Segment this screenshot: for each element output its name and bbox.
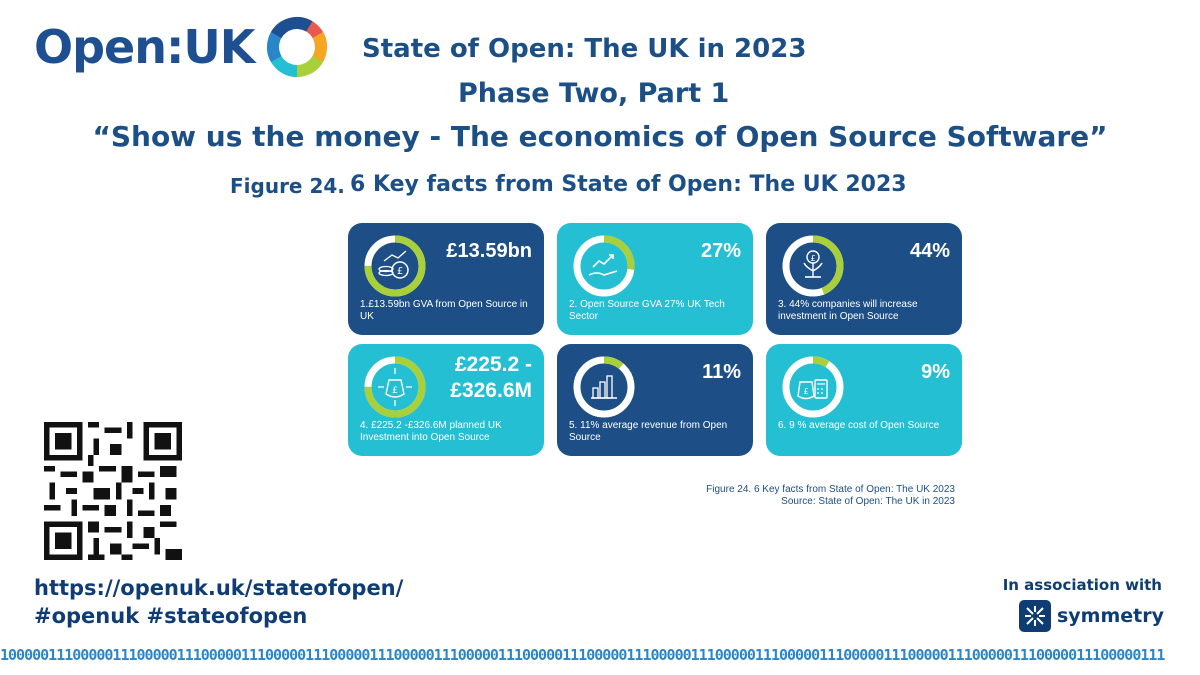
fact-value: £225.2 - £326.6M [450,352,532,404]
fact-description: 2. Open Source GVA 27% UK Tech Sector [569,299,725,322]
caption-source: Source: State of Open: The UK in 2023 [781,496,955,507]
fact-value-line-1: £225.2 - [454,353,532,376]
fact-value: 9% [921,361,950,383]
fact-card-4: £ £225.2 - £326.6M 4. £225.2 -£326.6M pl… [348,344,544,456]
openuk-ring-icon [267,17,328,77]
caption-line-1: Figure 24. 6 Key facts from State of Ope… [706,484,955,495]
progress-arc [364,356,426,418]
partner-name: symmetry [1056,605,1164,627]
coins-pound-icon: £ [364,235,426,297]
growth-hand-icon [573,235,635,297]
report-title: State of Open: The UK in 2023 [362,34,807,64]
fact-description: 5. 11% average revenue from Open Source [569,420,728,443]
symmetry-logo: symmetry [1018,600,1164,632]
svg-text:£: £ [803,387,808,396]
fact-value: £13.59bn [446,240,532,262]
figure-title: 6 Key facts from State of Open: The UK 2… [350,172,907,197]
fact-value-line-2: £326.6M [450,379,532,402]
logo-text: Open:UK [34,20,255,74]
svg-text:£: £ [392,386,398,396]
fact-description: 6. 9 % average cost of Open Source [778,420,940,431]
svg-text:£: £ [397,266,403,277]
figure-number: Figure 24. [230,174,345,198]
calculator-bag-icon: £ [782,356,844,418]
svg-text:£: £ [810,254,815,263]
figure-caption: Figure 24. 6 Key facts from State of Ope… [706,484,955,508]
fact-card-6: £ 9% 6. 9 % average cost of Open Source [766,344,962,456]
money-bag-arrows-icon: £ [364,356,426,418]
bar-chart-icon [573,356,635,418]
report-subtitle: “Show us the money - The economics of Op… [92,120,1108,153]
progress-arc [573,235,635,297]
progress-arc [782,356,844,418]
fact-card-1: £ £13.59bn 1.£13.59bn GVA from Open Sour… [348,223,544,335]
report-url-link[interactable]: https://openuk.uk/stateofopen/ [34,576,404,600]
fact-value: 11% [702,361,741,383]
qr-code-icon[interactable] [44,422,182,560]
fact-card-5: 11% 5. 11% average revenue from Open Sou… [557,344,753,456]
fact-card-3: £ 44% 3. 44% companies will increase inv… [766,223,962,335]
hashtags: #openuk #stateofopen [34,604,308,628]
progress-arc [364,235,426,297]
symmetry-mark-icon [1018,600,1051,632]
fact-description: 4. £225.2 -£326.6M planned UK Investment… [360,420,502,443]
binary-decoration: 1000001110000011100000111000001110000011… [0,646,1200,675]
report-phase: Phase Two, Part 1 [458,78,730,109]
fact-description: 3. 44% companies will increase investmen… [778,299,918,322]
progress-arc [782,235,844,297]
openuk-logo: Open:UK [34,14,330,80]
fact-value: 44% [909,240,950,262]
association-label: In association with [1002,576,1162,594]
binary-strip-text: 1000001110000011100000111000001110000011… [0,646,1165,664]
fact-card-2: 27% 2. Open Source GVA 27% UK Tech Secto… [557,223,753,335]
progress-arc [573,356,635,418]
fact-description: 1.£13.59bn GVA from Open Source in UK [360,299,528,322]
money-plant-icon: £ [782,235,844,297]
fact-value: 27% [700,240,741,262]
